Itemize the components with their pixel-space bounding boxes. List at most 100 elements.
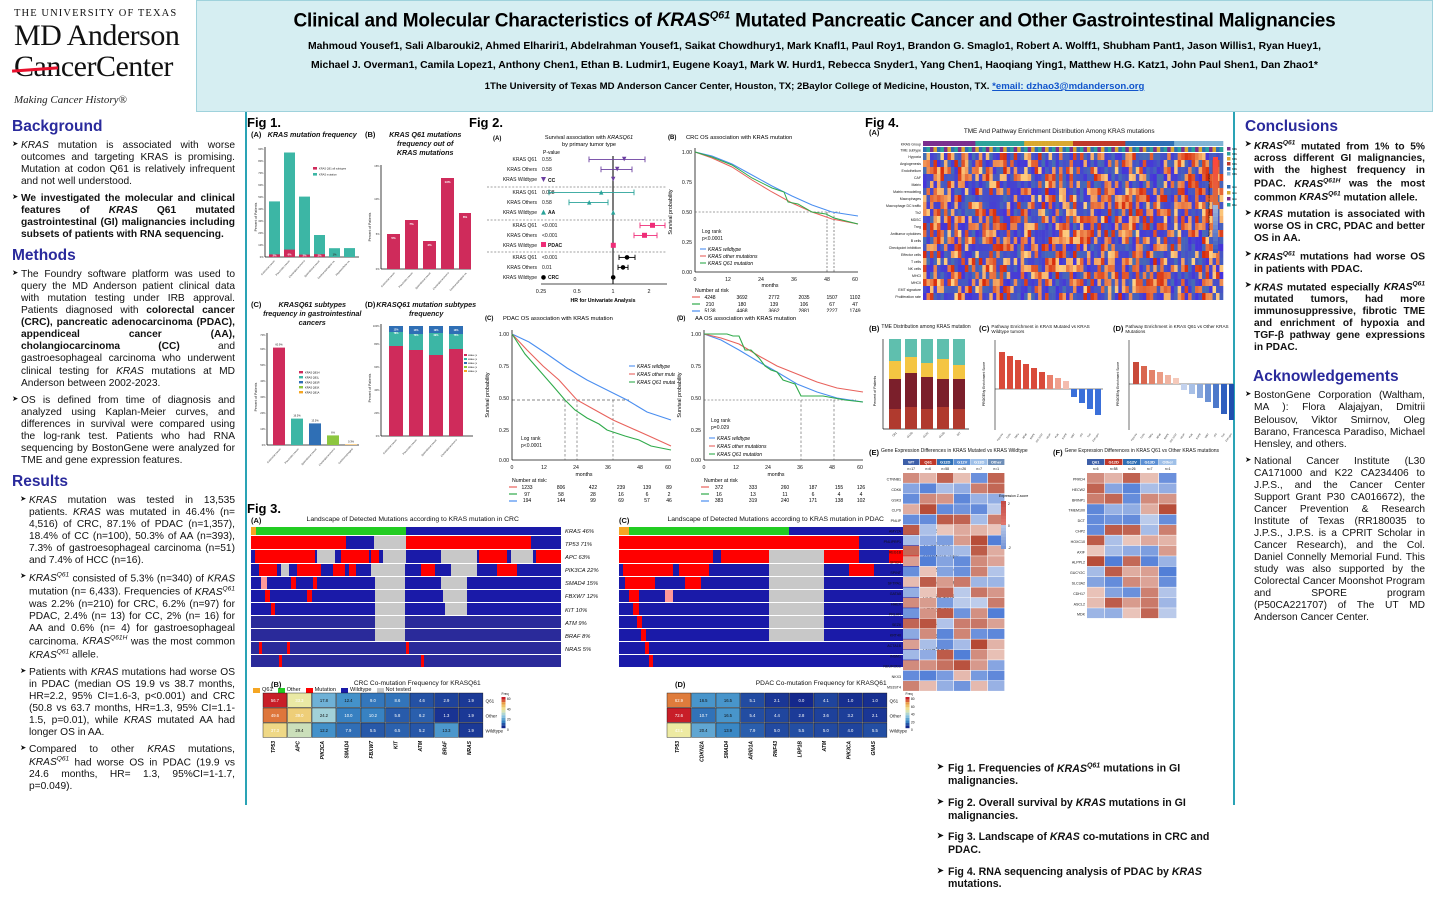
svg-text:Survival probability: Survival probability <box>668 189 674 235</box>
fig4-row-label: Th2 <box>915 211 921 215</box>
fig2-label: Fig 2. <box>469 115 503 130</box>
fig1-panelB-chart: Percent of Patients 0% 5% 10% 15% 5% 7% 4% 13… <box>368 164 471 292</box>
svg-text:60: 60 <box>507 697 511 701</box>
heatmap-cell-value: 5.2 <box>419 728 425 733</box>
fig4-row-label: Proliferation rate <box>895 295 921 299</box>
fig-caption-4: Fig 4. RNA sequencing analysis of PDAC b… <box>937 866 1237 891</box>
heatmap-cell-value: 9.0 <box>370 698 376 703</box>
heatmap-cell-value: 4.0 <box>848 728 854 733</box>
gene-label: KIT 10% <box>565 607 588 614</box>
svg-text:KRAS mutation: KRAS mutation <box>319 173 337 177</box>
expr-col-header: G12V <box>957 460 968 465</box>
fig1-panelC: (C) KRASQ61 subtypes frequency in gastro… <box>251 300 363 487</box>
svg-text:58: 58 <box>558 492 564 498</box>
heatmap-cell-value: 13.3 <box>442 728 451 733</box>
expr-gene-label: MDK <box>1077 613 1086 617</box>
fig4-row-label: B cells <box>911 239 922 243</box>
expr-col-n: n=7 <box>976 467 982 471</box>
expr-gene-label: DCT <box>1078 519 1086 523</box>
svg-text:WNT: WNT <box>1204 432 1210 439</box>
svg-text:171: 171 <box>809 498 818 502</box>
heatmap-cell-value: 62.9 <box>675 698 684 703</box>
fig1-panelC-tag: (C) <box>251 300 262 309</box>
svg-text:383: 383 <box>715 498 724 502</box>
svg-text:0.58: 0.58 <box>542 167 552 173</box>
svg-text:0.75: 0.75 <box>682 180 692 186</box>
list-item: KRASQ61 consisted of 5.3% (n=340) of KRA… <box>20 572 235 662</box>
svg-text:Immune-Enriched, Fibrotic -IE/: Immune-Enriched, Fibrotic -IE/F <box>1232 197 1237 201</box>
fig3-panelC: (C) Landscape of Detected Mutations acco… <box>619 516 919 685</box>
svg-text:1.00: 1.00 <box>691 332 701 338</box>
expr-gene-label: GUCY2C <box>1070 571 1085 575</box>
svg-text:PDAC OS association with KRAS: PDAC OS association with KRAS mutation <box>503 316 613 322</box>
svg-text:KRAS Others: KRAS Others <box>507 200 538 206</box>
heatmap-cell-value: 12.4 <box>344 698 353 703</box>
fig3-legend: Q61 Other Mutation Wildtype Not tested <box>253 687 561 693</box>
svg-text:KRAS other mutations: KRAS other mutations <box>708 254 758 260</box>
svg-text:Colorectal cancer: Colorectal cancer <box>260 260 275 277</box>
svg-text:<0.001: <0.001 <box>542 223 558 229</box>
svg-text:Appendiceal cancer: Appendiceal cancer <box>301 448 318 466</box>
heatmap-cell-value: 12.2 <box>320 728 329 733</box>
svg-text:6: 6 <box>646 492 649 498</box>
svg-text:AA: AA <box>548 210 556 216</box>
svg-text:12: 12 <box>725 277 731 283</box>
heatmap-cell-value: 10.2 <box>369 713 378 718</box>
expr-col-n: n=26 <box>1128 467 1136 471</box>
gene-label: FBXW7 12% <box>565 594 599 601</box>
author-line-2: Michael J. Overman1, Camila Lopez1, Anth… <box>311 60 1318 72</box>
svg-text:48: 48 <box>824 277 830 283</box>
fig4-panelA-heatmap: KRAS Group TME subtype Hypoxia Angiogenesis… <box>886 141 1272 300</box>
heatmap-cell-value: 6.2 <box>419 713 425 718</box>
svg-text:60%: 60% <box>374 365 380 369</box>
expr-col-header: G13D <box>974 460 985 465</box>
svg-text:KRAS Wildtype: KRAS Wildtype <box>503 210 537 216</box>
list-item: Patients with KRAS mutations had worse O… <box>20 667 235 739</box>
svg-text:80%: 80% <box>374 342 380 346</box>
fig2-panelD: (D) AA OS association with KRAS mutation… <box>671 310 867 507</box>
svg-text:Cholangiocarcinoma: Cholangiocarcinoma <box>432 271 450 290</box>
author-line-1: Mahmoud Yousef1, Sali Albarouki2, Ahmed … <box>307 41 1322 53</box>
list-item: KRAS mutation was tested in 13,535 patie… <box>20 495 235 567</box>
heatmap-cell-value: 17.8 <box>320 698 329 703</box>
svg-text:0.25: 0.25 <box>691 428 701 434</box>
page-title: Clinical and Molecular Characteristics o… <box>293 10 1336 32</box>
fig1-label: Fig 1. <box>247 115 281 130</box>
gene-label: SMAD4 15% <box>565 581 599 588</box>
fig1-panelB-tag: (B) <box>365 130 376 139</box>
svg-text:2881: 2881 <box>798 309 809 313</box>
fig4-panelE-title: Gene Expression Differences in KRAS Muta… <box>881 448 1028 454</box>
contact-email-link[interactable]: *email: dzhao3@mdanderson.org <box>992 81 1145 93</box>
list-item: OS is defined from time of diagnosis and… <box>12 395 235 467</box>
svg-text:Cholangiocarcinoma: Cholangiocarcinoma <box>440 438 458 457</box>
fig3-crc-gene-labels: KRAS 46% TP53 71% APC 63% PIK3CA 22% SMA… <box>565 526 617 657</box>
svg-text:11: 11 <box>782 492 787 498</box>
fig4-panelD-tag: (D) <box>1113 324 1124 333</box>
expr-gene-label: SPICN <box>890 561 901 565</box>
background-list: KRAS mutation is associated with worse o… <box>12 140 235 241</box>
expr-gene-label: AXIF <box>1077 550 1086 554</box>
svg-text:1.00: 1.00 <box>682 150 692 156</box>
svg-text:KRAS Others: KRAS Others <box>507 265 538 271</box>
fig1-panelD-tag: (D) <box>365 300 376 309</box>
expr-gene-label: SEZ6 <box>892 623 901 627</box>
svg-text:Signature Enrichment Gene expr: Signature Enrichment Gene expression, sc… <box>1207 173 1211 236</box>
logo-tagline: Making Cancer History® <box>14 93 127 106</box>
fig4-row-label: Endothelium <box>902 169 922 173</box>
svg-text:60: 60 <box>911 705 915 709</box>
heatmap-cell-value: 0.0 <box>799 698 805 703</box>
svg-text:0.50: 0.50 <box>691 396 701 402</box>
fig3-panelB-title: CRC Co-mutation Frequency for KRASQ61 <box>353 680 481 687</box>
list-item: KRAS mutation is associated with worse O… <box>1245 209 1425 245</box>
svg-text:0.5: 0.5 <box>573 289 581 295</box>
fig3-panelB-heatmap: 56.7 33.3 17.8 12.4 9.0 8.6 4.6 2.9 1.9 Q61 49.6 39… <box>262 692 511 759</box>
expr-col-n: n=6 <box>1093 467 1099 471</box>
expr-gene-label: HOXC10 <box>1071 540 1085 544</box>
expr-gene-label: PNLIP <box>891 519 902 523</box>
fig4-panelA-title: TME And Pathway Enrichment Distribution … <box>963 128 1155 135</box>
fig4-panelD-bars: PROGENy Enrichment Score Hypoxia TGFb TN… <box>1116 340 1234 444</box>
fig2-panelB: (B) CRC OS association with KRAS mutatio… <box>662 130 862 317</box>
svg-text:102: 102 <box>857 498 866 502</box>
svg-text:Percent of Patients: Percent of Patients <box>368 212 372 241</box>
svg-text:Percent of Patients: Percent of Patients <box>368 373 372 402</box>
